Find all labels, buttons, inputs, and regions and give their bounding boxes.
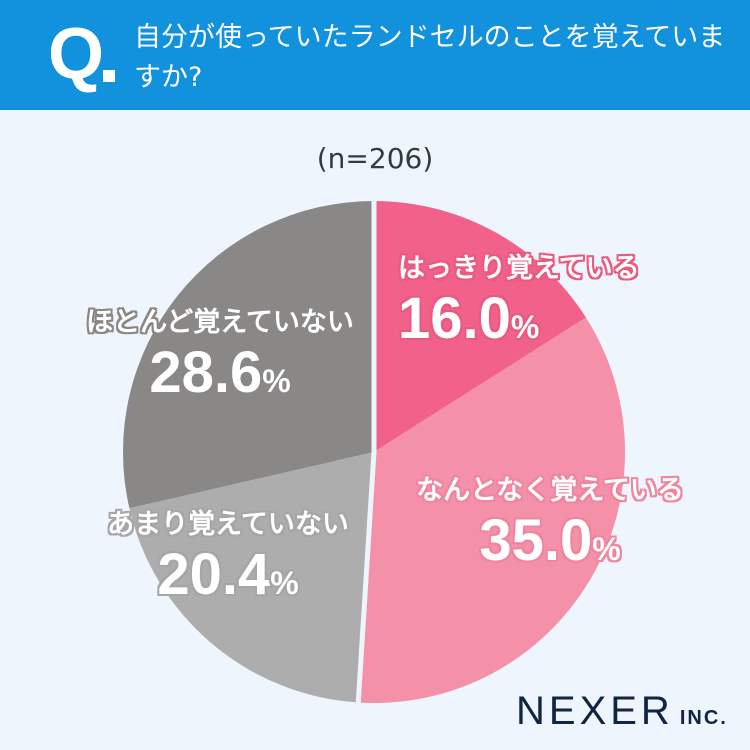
pie-slice	[129, 452, 374, 703]
slice-label-hardly: ほとんど覚えていない 28.6%	[70, 306, 370, 414]
value-label: 20.4%	[157, 542, 299, 607]
slice-label-clearly: はっきり覚えている 16.0%	[398, 252, 640, 360]
slice-label-not-much: あまり覚えていない 20.4%	[88, 508, 368, 616]
category-label: ほとんど覚えていない	[86, 307, 354, 338]
pie-slice	[358, 317, 626, 703]
question-title: 自分が使っていたランドセルのことを覚えていますか?	[134, 22, 726, 93]
q-dot-icon	[103, 70, 115, 82]
slice-separator	[355, 451, 377, 705]
value-label: 35.0%	[479, 508, 621, 573]
pie-slice	[123, 201, 374, 509]
slice-label-vaguely: なんとなく覚えている 35.0%	[398, 474, 702, 582]
pie-slice	[374, 201, 586, 452]
sample-size: (n=206)	[316, 142, 434, 175]
category-label: はっきり覚えている	[398, 253, 640, 284]
value-label: 28.6%	[149, 340, 291, 405]
question-header: Q 自分が使っていたランドセルのことを覚えていますか?	[0, 0, 750, 110]
value-label: 16.0%	[398, 286, 540, 351]
category-label: あまり覚えていない	[107, 509, 349, 540]
q-mark-icon: Q	[48, 14, 104, 94]
category-label: なんとなく覚えている	[416, 475, 684, 506]
nexer-logo: NEXER INC.	[516, 689, 728, 733]
